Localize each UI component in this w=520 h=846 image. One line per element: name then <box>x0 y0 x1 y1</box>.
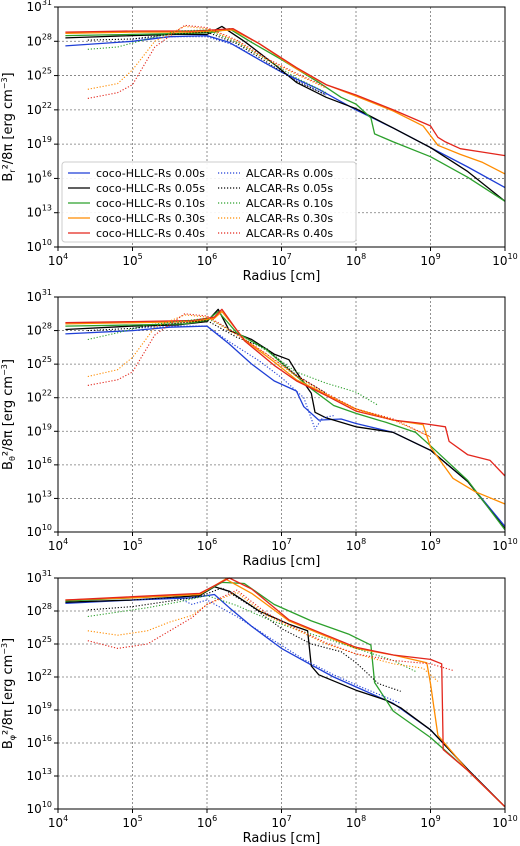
x-tick-label: 109 <box>420 252 440 268</box>
legend-label: ALCAR-Rs 0.00s <box>246 167 333 180</box>
y-tick-label: 1010 <box>27 238 52 254</box>
series-line-alcar-rs-0-30s <box>87 314 431 438</box>
y-tick-label: 1028 <box>27 602 52 618</box>
x-tick-label: 1010 <box>492 252 517 268</box>
y-axis-label: Bθ²/8π [erg cm−3] <box>0 359 17 470</box>
series-line-alcar-rs-0-10s <box>87 317 379 406</box>
series-line-coco-hllc-rs-0-05s <box>65 586 506 808</box>
x-tick-label: 107 <box>271 814 291 830</box>
series-line-alcar-rs-0-00s <box>132 36 327 96</box>
legend-box <box>61 161 357 243</box>
series-line-alcar-rs-0-05s <box>87 319 327 394</box>
series-line-coco-hllc-rs-0-05s <box>65 308 506 530</box>
x-tick-label: 104 <box>48 814 68 830</box>
y-tick-label: 1031 <box>27 288 52 304</box>
series-line-alcar-rs-0-30s <box>87 591 439 682</box>
series-line-alcar-rs-0-00s <box>132 325 334 430</box>
series-line-coco-hllc-rs-0-30s <box>65 578 506 808</box>
series-line-coco-hllc-rs-0-40s <box>65 28 506 157</box>
series-line-coco-hllc-rs-0-00s <box>65 593 506 808</box>
x-tick-label: 106 <box>197 252 217 268</box>
series-line-alcar-rs-0-00s <box>132 597 401 704</box>
legend-label: ALCAR-Rs 0.05s <box>246 182 333 195</box>
x-tick-label: 109 <box>420 814 440 830</box>
x-tick-label: 104 <box>48 537 68 553</box>
series-line-coco-hllc-rs-0-40s <box>65 577 506 808</box>
series-line-coco-hllc-rs-0-40s <box>65 308 506 477</box>
y-tick-label: 1010 <box>27 800 52 816</box>
chart-panel-btheta: 104 105 106 107 108 109 1010 1010 1013 1016 1019 10… <box>0 288 518 569</box>
series-line-alcar-rs-0-40s <box>87 24 327 99</box>
y-tick-label: 1025 <box>27 67 52 83</box>
series-line-coco-hllc-rs-0-05s <box>65 25 506 202</box>
y-tick-label: 1016 <box>27 169 52 185</box>
y-tick-label: 1013 <box>27 767 52 783</box>
y-tick-label: 1016 <box>27 734 52 750</box>
y-tick-label: 1013 <box>27 204 52 220</box>
chart-panel-bphi: 104 105 106 107 108 109 1010 1010 1013 1016 1019 10… <box>0 569 518 846</box>
y-tick-label: 1031 <box>27 0 52 14</box>
y-tick-label: 1025 <box>27 355 52 371</box>
legend-label: coco-HLLC-Rs 0.00s <box>96 167 205 180</box>
y-tick-label: 1022 <box>27 668 52 684</box>
x-axis-label: Radius [cm] <box>243 269 321 284</box>
y-axis-label: Br²/8π [erg cm−3] <box>0 72 17 181</box>
series-line-alcar-rs-0-10s <box>87 29 327 94</box>
x-axis-label: Radius [cm] <box>243 831 321 846</box>
legend-label: ALCAR-Rs 0.10s <box>246 197 333 210</box>
y-tick-label: 1019 <box>27 135 52 151</box>
legend-label: coco-HLLC-Rs 0.30s <box>96 212 205 225</box>
y-tick-label: 1022 <box>27 389 52 405</box>
series-line-alcar-rs-0-40s <box>87 313 431 438</box>
y-tick-label: 1019 <box>27 701 52 717</box>
x-tick-label: 108 <box>346 537 366 553</box>
x-axis-label: Radius [cm] <box>243 554 321 569</box>
y-tick-label: 1016 <box>27 456 52 472</box>
x-tick-label: 107 <box>271 252 291 268</box>
y-tick-label: 1022 <box>27 101 52 117</box>
series-line-coco-hllc-rs-0-30s <box>65 310 506 505</box>
series-line-alcar-rs-0-05s <box>87 587 401 692</box>
x-tick-label: 1010 <box>492 537 517 553</box>
y-tick-label: 1028 <box>27 322 52 338</box>
series-line-alcar-rs-0-05s <box>87 31 327 96</box>
legend: coco-HLLC-Rs 0.00s coco-HLLC-Rs 0.05s coco… <box>61 161 357 243</box>
legend-label: ALCAR-Rs 0.40s <box>246 227 333 240</box>
legend-label: coco-HLLC-Rs 0.10s <box>96 197 205 210</box>
series-line-coco-hllc-rs-0-10s <box>65 28 506 202</box>
y-tick-label: 1025 <box>27 635 52 651</box>
x-tick-label: 107 <box>271 537 291 553</box>
legend-label: coco-HLLC-Rs 0.40s <box>96 227 205 240</box>
x-tick-label: 106 <box>197 814 217 830</box>
chart-panel-br: 104 105 106 107 108 109 1010 1010 1013 1016 1019 10… <box>0 0 518 284</box>
y-axis-label: Bφ²/8π [erg cm−3] <box>0 638 17 749</box>
x-tick-label: 105 <box>122 252 142 268</box>
x-tick-label: 105 <box>122 814 142 830</box>
x-tick-label: 105 <box>122 537 142 553</box>
series-line-alcar-rs-0-10s <box>87 595 416 672</box>
x-tick-label: 108 <box>346 814 366 830</box>
y-tick-label: 1019 <box>27 422 52 438</box>
x-tick-label: 109 <box>420 537 440 553</box>
y-tick-label: 1028 <box>27 32 52 48</box>
y-tick-label: 1031 <box>27 569 52 585</box>
legend-label: ALCAR-Rs 0.30s <box>246 212 333 225</box>
y-tick-label: 1013 <box>27 489 52 505</box>
y-tick-label: 1010 <box>27 523 52 539</box>
series-line-coco-hllc-rs-0-10s <box>65 310 506 531</box>
x-tick-label: 104 <box>48 252 68 268</box>
x-tick-label: 108 <box>346 252 366 268</box>
x-tick-label: 106 <box>197 537 217 553</box>
legend-label: coco-HLLC-Rs 0.05s <box>96 182 205 195</box>
x-tick-label: 1010 <box>492 814 517 830</box>
series-line-alcar-rs-0-40s <box>87 589 454 671</box>
